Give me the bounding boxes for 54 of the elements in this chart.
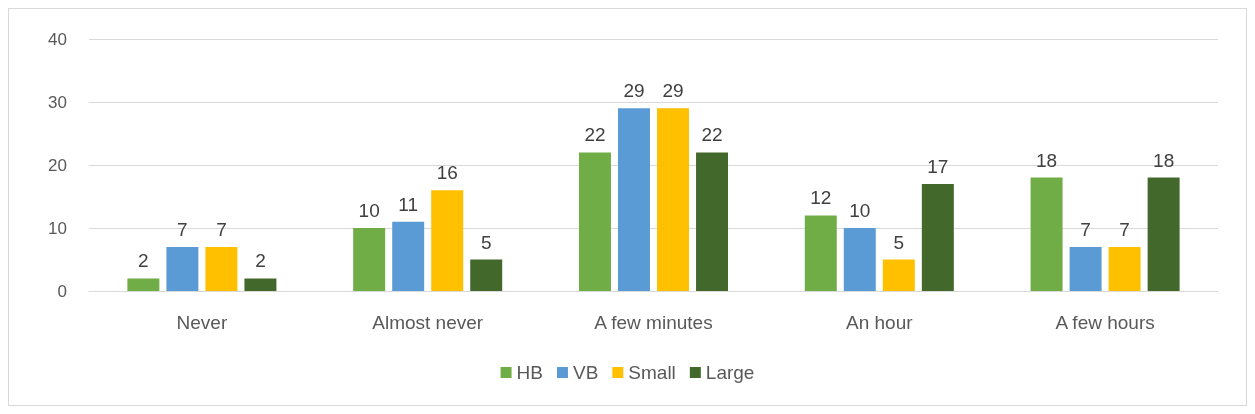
bar <box>1030 177 1063 291</box>
legend-label: VB <box>572 362 599 383</box>
bar <box>618 108 650 291</box>
data-label: 7 <box>216 218 227 240</box>
data-label: 22 <box>701 124 723 146</box>
data-label: 29 <box>662 80 684 102</box>
legend-label: Large <box>705 362 755 383</box>
bar <box>244 278 277 291</box>
y-tick-label: 10 <box>48 218 67 238</box>
legend-label: HB <box>516 362 543 383</box>
bar <box>657 108 689 291</box>
bar <box>1108 246 1141 291</box>
data-label: 11 <box>398 193 419 215</box>
data-label: 18 <box>1036 149 1058 171</box>
data-label: 5 <box>480 231 492 253</box>
x-tick-label: A few minutes <box>594 312 713 333</box>
y-tick-label: 40 <box>48 29 67 49</box>
data-label: 29 <box>623 80 645 102</box>
bar <box>470 259 503 291</box>
data-label: 7 <box>177 218 188 240</box>
data-label: 12 <box>810 187 832 209</box>
data-label: 10 <box>849 200 871 221</box>
bar <box>166 246 199 291</box>
x-tick-label: An hour <box>846 312 914 333</box>
bar <box>127 278 160 291</box>
legend-label: Small <box>628 362 676 383</box>
data-label: 18 <box>1153 149 1175 171</box>
x-tick-label: Never <box>176 312 228 333</box>
bar <box>921 183 954 291</box>
bar <box>843 228 876 291</box>
data-label: 2 <box>255 250 266 272</box>
bar <box>696 152 729 291</box>
x-tick-label: Almost never <box>372 312 484 333</box>
data-label: 7 <box>1119 218 1130 240</box>
bar <box>578 152 611 291</box>
bar <box>1069 246 1102 291</box>
bar <box>392 221 425 291</box>
y-tick-label: 30 <box>48 92 67 112</box>
data-label: 7 <box>1080 218 1091 240</box>
x-tick-label: A few hours <box>1055 312 1155 333</box>
data-label: 10 <box>358 200 380 221</box>
bar <box>882 259 915 291</box>
y-tick-label: 20 <box>48 155 67 175</box>
bar <box>353 228 386 291</box>
bar <box>431 190 464 291</box>
data-label: 22 <box>584 124 606 146</box>
y-tick-label: 0 <box>57 281 67 301</box>
data-label: 5 <box>893 231 905 253</box>
bar <box>804 215 837 291</box>
data-label: 16 <box>436 162 458 184</box>
bar <box>205 246 238 291</box>
bar <box>1147 177 1180 291</box>
data-label: 17 <box>927 155 949 177</box>
data-label: 2 <box>138 250 149 272</box>
